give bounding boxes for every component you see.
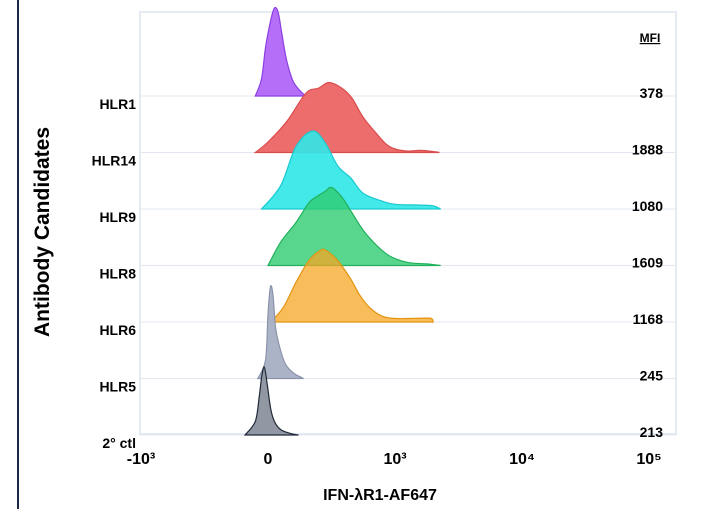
- row-label: 2° ctl: [102, 435, 136, 451]
- density-curve: [253, 81, 440, 154]
- density-curve: [256, 285, 304, 380]
- mfi-value: 1888: [632, 142, 663, 158]
- plot-frame: [139, 11, 677, 435]
- density-curve: [269, 248, 435, 323]
- row-label: HLR5: [99, 379, 136, 395]
- row-label: HLR1: [99, 96, 136, 112]
- density-curve: [260, 130, 441, 210]
- density-curve: [266, 186, 441, 267]
- row-label: HLR8: [99, 266, 136, 282]
- x-tick-label: 10³: [383, 451, 406, 468]
- row-label: HLR6: [99, 322, 136, 338]
- x-tick-label: 10⁵: [636, 451, 661, 468]
- x-tick-label: 0: [264, 451, 273, 468]
- x-tick-label: 10⁴: [509, 451, 535, 468]
- x-tick-label: -10³: [127, 451, 155, 468]
- mfi-value: 1080: [632, 198, 663, 214]
- density-curves: [243, 6, 441, 436]
- mfi-values: 378 1888 1080 1609 1168 245 213: [632, 85, 663, 440]
- mfi-value: 1609: [632, 255, 663, 271]
- row-label: HLR9: [99, 209, 136, 225]
- row-label: HLR14: [92, 153, 137, 169]
- density-curve: [254, 6, 308, 97]
- mfi-value: 245: [640, 368, 664, 384]
- mfi-value: 378: [640, 85, 664, 101]
- y-axis-label: Antibody Candidates: [31, 127, 54, 337]
- row-labels: HLR1 HLR14 HLR9 HLR8 HLR6 HLR5 2° ctl: [92, 96, 137, 451]
- x-tick-labels: -10³ 0 10³ 10⁴ 10⁵: [127, 451, 662, 468]
- mfi-header: MFI: [640, 31, 661, 45]
- mfi-value: 1168: [633, 311, 664, 327]
- density-curve: [243, 366, 299, 436]
- mfi-value: 213: [640, 424, 664, 440]
- x-axis-label: IFN-λR1-AF647: [323, 487, 437, 504]
